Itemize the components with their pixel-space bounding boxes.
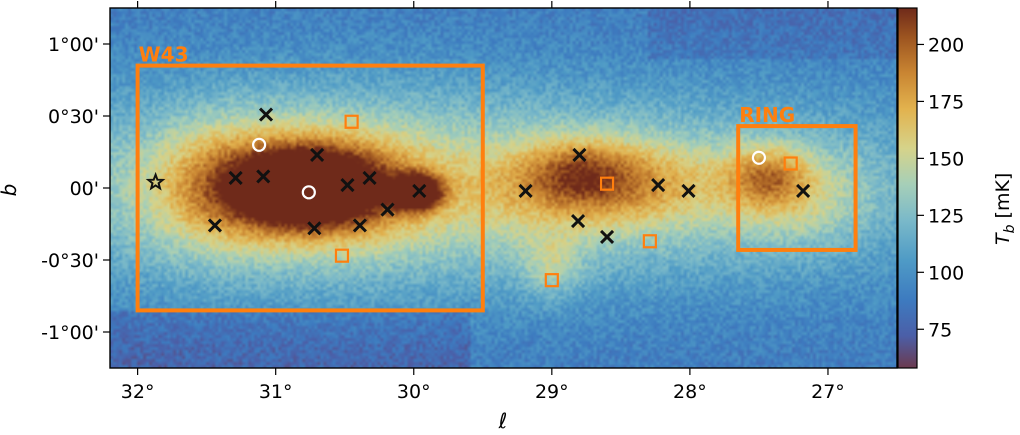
square-marker bbox=[544, 273, 559, 288]
square-marker bbox=[599, 176, 615, 191]
region-label-ring: RING bbox=[739, 103, 795, 127]
cross-marker bbox=[412, 183, 427, 198]
x-tick-label: 29° bbox=[535, 381, 569, 403]
x-tick-label: 30° bbox=[397, 381, 431, 403]
cross-marker bbox=[352, 218, 367, 233]
y-tick-label: 0°30' bbox=[48, 106, 99, 128]
x-tick-label: 27° bbox=[811, 381, 845, 403]
cross-marker bbox=[307, 221, 322, 236]
square-marker bbox=[642, 234, 657, 249]
colorbar-ticks: 200 175 150 125 100 75 bbox=[917, 34, 964, 341]
colorbar: 200 175 150 125 100 75 Tb [mK] bbox=[897, 7, 1018, 369]
y-tick-label: -0°30' bbox=[41, 250, 99, 272]
cross-marker bbox=[256, 169, 271, 184]
cross-marker bbox=[380, 202, 395, 217]
x-axis-label: ℓ bbox=[498, 409, 508, 433]
cross-marker bbox=[599, 229, 615, 245]
colorbar-tick-label: 200 bbox=[928, 34, 964, 56]
cross-marker bbox=[572, 147, 587, 162]
markers-layer bbox=[145, 107, 811, 288]
y-tick-label: -1°00' bbox=[41, 322, 99, 344]
x-tick-label: 32° bbox=[121, 381, 155, 403]
y-axis: 1°00' 0°30' 00' -0°30' -1°00' bbox=[41, 34, 110, 344]
colorbar-tick-label: 100 bbox=[928, 262, 964, 284]
square-marker bbox=[783, 156, 798, 171]
cross-marker bbox=[228, 170, 243, 185]
cross-marker bbox=[340, 178, 355, 193]
x-tick-label: 28° bbox=[673, 381, 707, 403]
x-tick-label: 31° bbox=[259, 381, 293, 403]
cross-marker bbox=[258, 107, 274, 122]
heatmap-area bbox=[110, 8, 897, 368]
square-marker bbox=[344, 114, 359, 129]
colorbar-label: Tb [mK] bbox=[992, 173, 1018, 245]
colorbar-label-main: T bbox=[992, 232, 1014, 245]
region-box-ring bbox=[736, 124, 858, 252]
region-label-w43: W43 bbox=[139, 43, 189, 67]
cross-marker bbox=[362, 170, 377, 185]
x-axis: 32° 31° 30° 29° 28° 27° bbox=[121, 1, 845, 403]
circle-marker bbox=[252, 137, 267, 152]
y-tick-label: 1°00' bbox=[48, 34, 99, 56]
colorbar-tick-label: 75 bbox=[928, 319, 952, 341]
colorbar-gradient bbox=[897, 7, 918, 369]
cross-marker bbox=[518, 183, 533, 198]
cross-marker bbox=[796, 183, 811, 198]
cross-marker bbox=[207, 218, 222, 233]
colorbar-tick-label: 150 bbox=[928, 148, 964, 170]
cross-marker bbox=[310, 147, 325, 162]
square-marker bbox=[334, 248, 350, 263]
brightness-temperature-map bbox=[110, 8, 897, 368]
y-tick-label: 00' bbox=[70, 178, 99, 200]
circle-marker bbox=[301, 185, 316, 200]
colorbar-label-sub: b bbox=[1002, 224, 1018, 233]
region-box-w43 bbox=[135, 63, 485, 313]
regions-layer: W43 RING bbox=[135, 43, 858, 313]
circle-marker bbox=[751, 150, 767, 165]
cross-marker bbox=[651, 178, 666, 193]
colorbar-label-unit: [mK] bbox=[992, 173, 1014, 225]
star-marker bbox=[145, 171, 166, 191]
cross-marker bbox=[570, 214, 586, 229]
colorbar-tick-label: 125 bbox=[928, 205, 964, 227]
colorbar-tick-label: 175 bbox=[928, 91, 964, 113]
y-axis-label: b bbox=[0, 184, 21, 197]
cross-marker bbox=[681, 183, 696, 198]
